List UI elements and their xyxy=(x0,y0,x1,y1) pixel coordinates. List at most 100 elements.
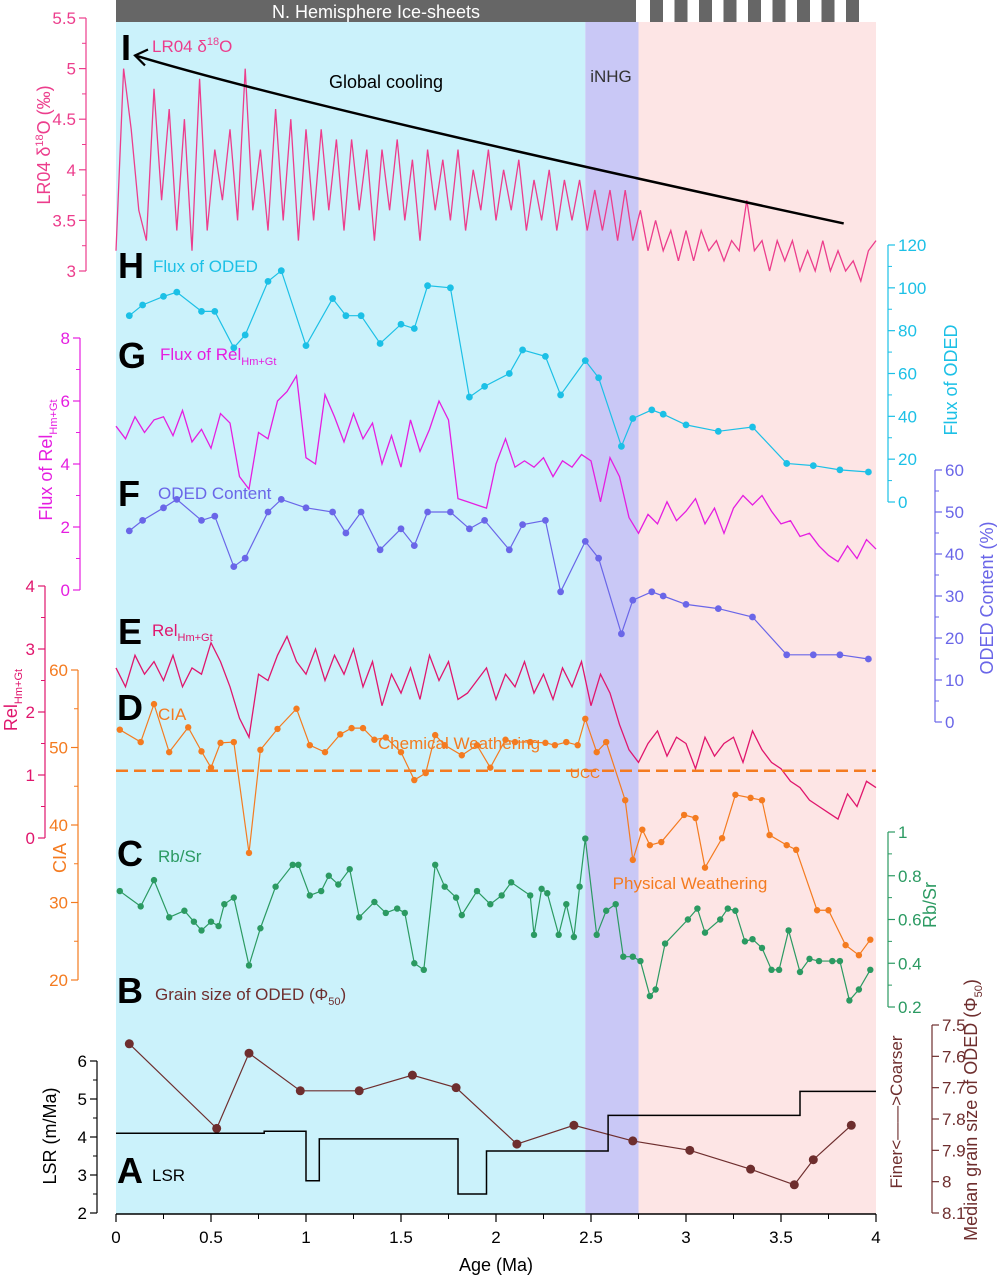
series-c-point xyxy=(137,903,144,910)
series-f-point xyxy=(783,651,791,659)
series-f-point xyxy=(329,508,336,516)
x-tick-label: 1 xyxy=(301,1228,310,1247)
y-tick-label: 4 xyxy=(26,577,35,596)
series-f-point xyxy=(302,504,310,512)
series-h-point xyxy=(198,307,205,315)
annotation-physical-weathering: Physical Weathering xyxy=(613,874,768,893)
y-tick-label: 0.4 xyxy=(898,954,922,973)
series-d-point xyxy=(629,856,636,864)
x-tick-label: 0 xyxy=(111,1228,120,1247)
y-tick-label: 40 xyxy=(898,407,917,426)
panel-letter-d: D xyxy=(117,687,143,728)
panel-title-d: CIA xyxy=(158,705,187,724)
axis-title-lsr: LSR (m/Ma) xyxy=(40,1087,60,1184)
series-d-point xyxy=(680,811,688,819)
series-c-point xyxy=(785,927,792,934)
annotation-ucc: UCC xyxy=(570,765,600,781)
series-h-point xyxy=(865,468,872,476)
series-h-point xyxy=(629,415,637,422)
series-h-point xyxy=(277,267,285,275)
panel-title-b: Grain size of ODED (Φ50) xyxy=(155,985,346,1008)
series-d-point xyxy=(432,731,439,739)
series-c-point xyxy=(836,957,844,965)
series-h-point xyxy=(211,307,219,315)
series-c-point xyxy=(401,909,408,917)
series-b-point xyxy=(808,1155,818,1165)
series-c-point xyxy=(741,938,749,945)
series-e-line xyxy=(115,634,877,821)
annotation-global-cooling: Global cooling xyxy=(329,72,443,92)
ice-sheet-dash xyxy=(846,0,859,22)
series-h-point xyxy=(139,301,147,309)
series-b-point xyxy=(746,1164,756,1174)
series-h-point xyxy=(447,284,454,292)
series-h-point xyxy=(302,342,310,350)
series-d-point xyxy=(574,741,581,749)
series-c-point xyxy=(498,892,505,899)
series-d-point xyxy=(293,705,300,712)
series-h-point xyxy=(173,288,181,296)
series-d-point xyxy=(593,748,600,756)
y-tick-label: 5.5 xyxy=(52,9,76,28)
series-d-point xyxy=(137,738,144,746)
series-f-point xyxy=(139,517,147,524)
series-c-point xyxy=(382,909,389,917)
series-c-point xyxy=(846,997,853,1004)
axis-title-grain-size: Median grain size of ODED (Φ50) xyxy=(961,979,985,1241)
series-d-point xyxy=(230,738,237,746)
series-d-point xyxy=(185,724,192,731)
y-axis-b: 7.5 7.6 7.7 7.8 7.9 8 8.1 xyxy=(931,1016,966,1223)
series-f-point xyxy=(447,508,454,516)
series-d-point xyxy=(732,791,739,798)
series-f-point xyxy=(173,496,181,503)
series-f-point xyxy=(424,508,431,516)
x-tick-label: 2 xyxy=(491,1228,500,1247)
series-h-point xyxy=(682,421,690,429)
panel-labels: I LR04 δ18O H Flux of ODED G Flux of Rel… xyxy=(117,27,346,1191)
y-tick-label: 1 xyxy=(26,766,35,785)
series-c-point xyxy=(289,861,296,869)
series-c-point xyxy=(603,907,610,914)
y-tick-label: 8 xyxy=(942,1173,951,1192)
series-d-point xyxy=(257,746,264,754)
series-c-point xyxy=(612,900,619,908)
series-d-point xyxy=(527,738,534,746)
series-c-point xyxy=(441,883,448,890)
series-f-point xyxy=(342,529,350,537)
series-d-point xyxy=(658,838,665,846)
series-h-point xyxy=(542,352,549,360)
series-d-point xyxy=(321,748,329,756)
axes-layer: 33.544.555.50204060801001200246801020304… xyxy=(26,9,966,1247)
series-d-point xyxy=(542,739,549,747)
series-f-point xyxy=(277,496,285,503)
series-c-point xyxy=(724,905,731,912)
y-tick-label: 120 xyxy=(898,236,926,255)
annotations: Global cooling iNHG Chemical Weathering … xyxy=(329,67,906,1189)
series-h-point xyxy=(160,293,167,300)
series-c-point xyxy=(768,966,775,974)
y-tick-label: 6 xyxy=(78,1052,87,1071)
ice-sheet-bar-solid xyxy=(116,0,636,22)
y-axis-g: 0 2 4 6 8 xyxy=(61,329,81,600)
y-tick-label: 3 xyxy=(67,262,76,281)
series-c-point xyxy=(806,955,813,963)
series-d-point xyxy=(551,741,559,749)
series-c-point xyxy=(796,968,804,976)
background-bands xyxy=(116,22,876,1214)
series-f-point xyxy=(357,508,365,516)
series-f-point xyxy=(198,517,205,524)
series-c-point xyxy=(190,918,198,925)
y-tick-label: 40 xyxy=(49,816,68,835)
y-tick-label: 60 xyxy=(945,461,964,480)
y-tick-label: 60 xyxy=(49,661,68,680)
y-axis-d: 20 30 40 50 60 xyxy=(49,661,79,990)
series-h-point xyxy=(519,346,526,354)
trend-arrowhead-icon xyxy=(133,48,149,67)
series-h-point xyxy=(648,406,656,414)
series-d-point xyxy=(458,752,465,759)
series-c-point xyxy=(620,953,627,960)
y-tick-label: 0.2 xyxy=(898,998,922,1017)
series-c-point xyxy=(411,960,418,967)
series-d-point xyxy=(747,794,754,802)
